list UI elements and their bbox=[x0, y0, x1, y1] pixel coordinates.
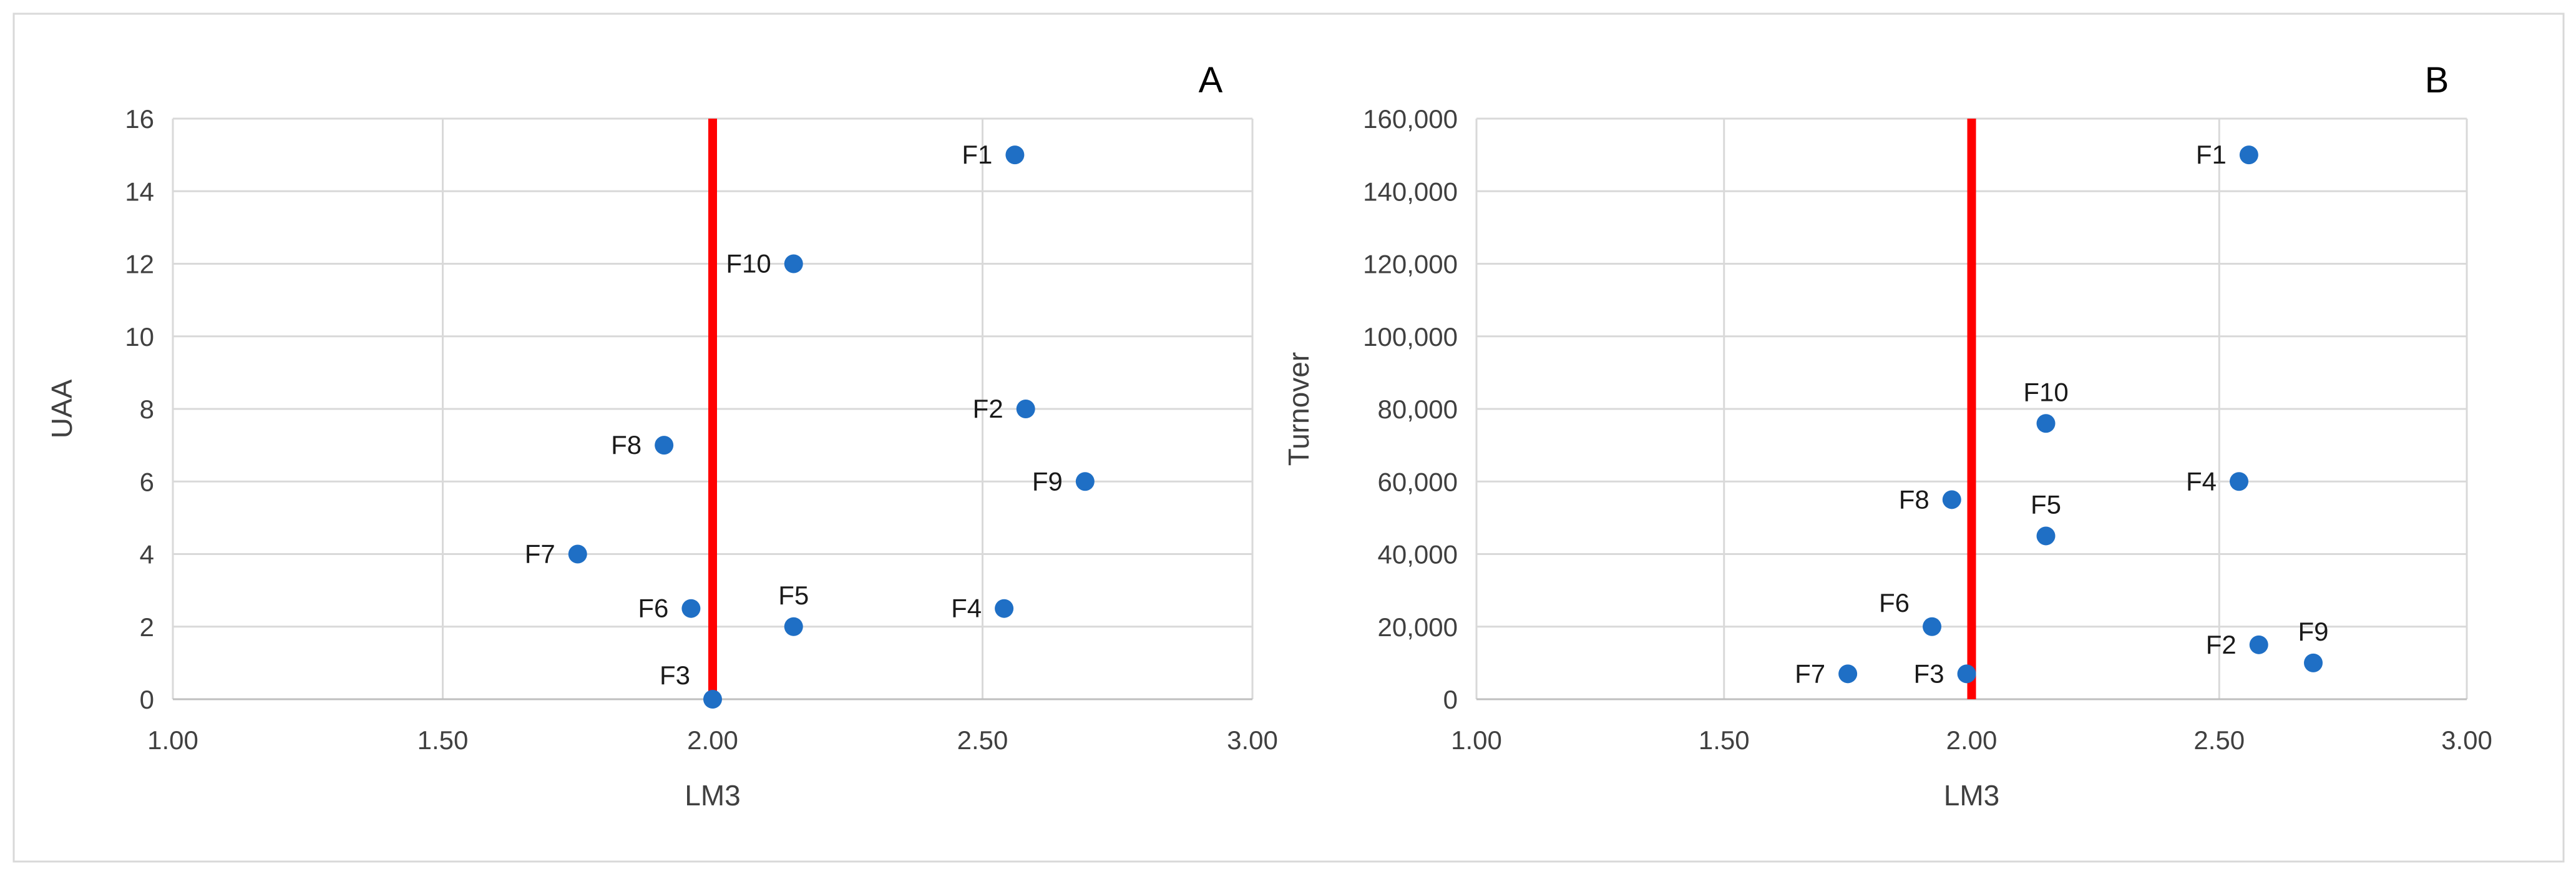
data-label-f6: F6 bbox=[638, 594, 668, 623]
data-point-f10 bbox=[2036, 414, 2056, 433]
data-label-f2: F2 bbox=[973, 394, 1003, 423]
data-point-f1 bbox=[1005, 145, 1025, 165]
data-label-f3: F3 bbox=[1914, 659, 1944, 688]
data-point-f5 bbox=[784, 617, 803, 636]
data-label-f1: F1 bbox=[2196, 140, 2227, 169]
data-label-f9: F9 bbox=[2298, 617, 2329, 646]
y-tick-label: 6 bbox=[140, 467, 154, 496]
x-tick-label: 3.00 bbox=[1227, 725, 1278, 755]
y-tick-label: 0 bbox=[140, 685, 154, 714]
data-label-f1: F1 bbox=[962, 140, 992, 169]
data-label-f5: F5 bbox=[2031, 489, 2061, 519]
x-tick-label: 1.00 bbox=[1451, 725, 1502, 755]
data-label-f3: F3 bbox=[660, 661, 690, 690]
data-label-f10: F10 bbox=[2023, 377, 2068, 406]
y-tick-label: 2 bbox=[140, 612, 154, 642]
y-tick-label: 160,000 bbox=[1363, 104, 1458, 134]
y-tick-label: 20,000 bbox=[1378, 612, 1458, 642]
data-point-f5 bbox=[2036, 526, 2056, 546]
data-point-f3 bbox=[1957, 664, 1976, 684]
data-point-f6 bbox=[1923, 617, 1942, 636]
data-point-f9 bbox=[2304, 653, 2323, 672]
chart-panel-a: 0 2 4 6 8 10 12 14 16 1.00 1.50 2.00 2.50 3.00 LM3 UAA A… bbox=[46, 60, 1278, 812]
data-point-f2 bbox=[2249, 635, 2268, 654]
y-tick-label: 12 bbox=[125, 250, 154, 279]
x-tick-label: 1.50 bbox=[1699, 725, 1750, 755]
y-tick-label: 10 bbox=[125, 322, 154, 351]
data-point-f8 bbox=[655, 436, 674, 455]
data-label-f5: F5 bbox=[778, 581, 809, 610]
data-point-f1 bbox=[2239, 145, 2258, 165]
x-tick-label: 2.50 bbox=[957, 725, 1008, 755]
data-point-f9 bbox=[1075, 472, 1095, 491]
y-tick-label: 40,000 bbox=[1378, 540, 1458, 569]
data-point-f6 bbox=[681, 599, 701, 618]
data-label-f10: F10 bbox=[726, 249, 771, 278]
data-label-f2: F2 bbox=[2206, 630, 2237, 659]
data-label-f4: F4 bbox=[951, 594, 982, 623]
data-label-f7: F7 bbox=[1795, 659, 1825, 688]
data-point-f7 bbox=[1838, 664, 1858, 684]
data-label-f4: F4 bbox=[2186, 466, 2217, 496]
x-axis-label: LM3 bbox=[1944, 779, 1999, 812]
x-tick-label: 2.00 bbox=[1946, 725, 1998, 755]
y-tick-label: 8 bbox=[140, 395, 154, 424]
x-tick-label: 2.50 bbox=[2193, 725, 2245, 755]
x-tick-label: 3.00 bbox=[2441, 725, 2492, 755]
x-tick-label: 2.00 bbox=[687, 725, 738, 755]
y-tick-label: 100,000 bbox=[1363, 322, 1458, 351]
data-point-f8 bbox=[1942, 490, 1961, 509]
data-point-f2 bbox=[1016, 400, 1035, 418]
data-label-f8: F8 bbox=[1899, 484, 1930, 514]
chart-panel-b: 0 20,000 40,000 60,000 80,000 100,000 120,000 1… bbox=[1282, 60, 2492, 812]
y-tick-label: 60,000 bbox=[1378, 467, 1458, 496]
y-tick-label: 80,000 bbox=[1378, 395, 1458, 424]
y-tick-label: 4 bbox=[140, 540, 154, 569]
x-tick-label: 1.50 bbox=[417, 725, 469, 755]
panel-label: B bbox=[2425, 60, 2449, 101]
panel-label: A bbox=[1199, 60, 1223, 101]
y-axis-label: UAA bbox=[46, 379, 78, 438]
y-tick-label: 14 bbox=[125, 177, 154, 206]
data-point-f3 bbox=[703, 690, 722, 709]
y-tick-label: 140,000 bbox=[1363, 177, 1458, 206]
data-point-f7 bbox=[568, 544, 587, 564]
y-tick-label: 120,000 bbox=[1363, 250, 1458, 279]
y-tick-label: 0 bbox=[1443, 685, 1458, 714]
data-label-f8: F8 bbox=[611, 430, 642, 459]
data-label-f9: F9 bbox=[1032, 466, 1063, 496]
data-label-f7: F7 bbox=[525, 539, 555, 569]
data-point-f10 bbox=[784, 254, 803, 273]
data-point-f4 bbox=[995, 599, 1014, 618]
y-tick-label: 16 bbox=[125, 104, 154, 134]
data-point-f4 bbox=[2229, 472, 2248, 491]
y-axis-label: Turnover bbox=[1282, 352, 1315, 466]
x-axis-label: LM3 bbox=[685, 779, 740, 812]
data-label-f6: F6 bbox=[1879, 588, 1910, 617]
x-tick-label: 1.00 bbox=[147, 725, 198, 755]
